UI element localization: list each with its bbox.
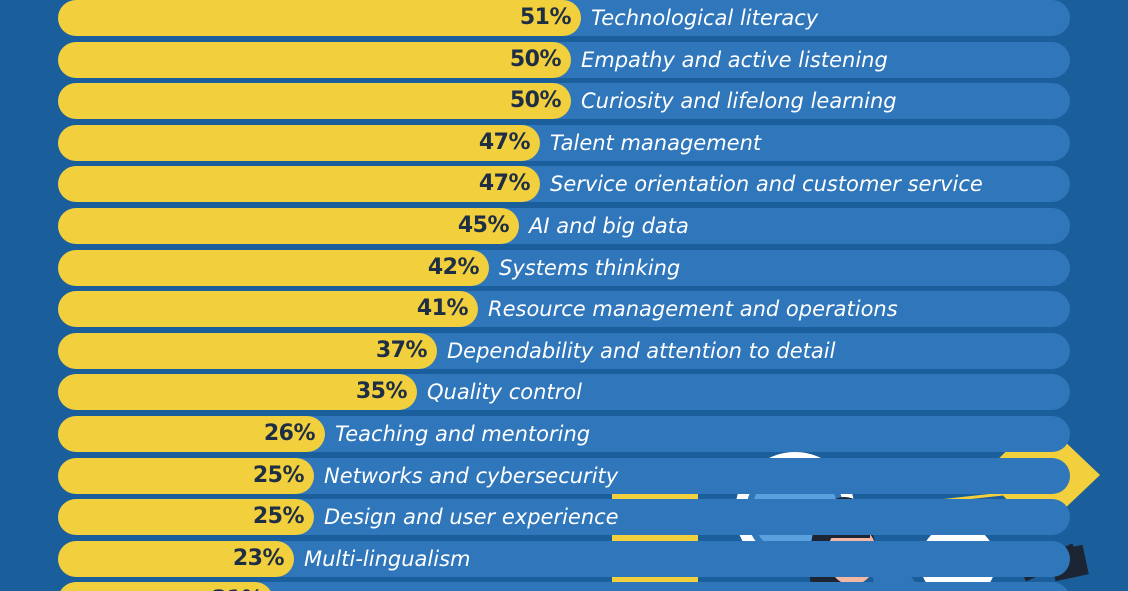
category-label: Talent management [550,131,762,155]
value-label: 45% [457,213,510,238]
category-label: Technological literacy [591,6,819,30]
value-label: 23% [232,546,285,571]
category-label: Teaching and mentoring [335,422,591,446]
bar [58,541,294,577]
bar [58,291,478,327]
category-label: Quality control [427,380,582,404]
value-label: 37% [375,338,428,363]
bar [58,125,540,161]
bar [58,499,314,535]
category-label: Systems thinking [499,256,681,280]
category-label: Design and user experience [324,505,619,529]
bar [58,582,273,591]
bar [58,458,314,494]
category-label: Empathy and active listening [581,48,888,72]
value-label: 51% [519,5,572,30]
value-label: 50% [509,88,562,113]
bar [58,83,571,119]
value-label: 35% [355,379,408,404]
bar [58,0,581,36]
bar [58,333,437,369]
category-label: AI and big data [529,214,689,238]
value-label: 21% [163,582,264,591]
value-label: 25% [252,463,305,488]
category-label: Service orientation and customer service [550,172,983,196]
category-label: Networks and cybersecurity [324,464,619,488]
bar [58,416,325,452]
category-label: Curiosity and lifelong learning [581,89,897,113]
bar [58,166,540,202]
value-label: 26% [263,421,316,446]
value-label: 47% [478,171,531,196]
bar [58,250,489,286]
value-label: 47% [478,130,531,155]
bar [58,374,417,410]
value-label: 25% [252,504,305,529]
value-label: 50% [509,47,562,72]
bar-track [58,582,1070,591]
category-label: Resource management and operations [488,297,898,321]
category-label: Multi-lingualism [304,547,471,571]
value-label: 42% [427,255,480,280]
value-label: 41% [416,296,469,321]
category-label: Dependability and attention to detail [447,339,836,363]
bar [58,42,571,78]
bar [58,208,519,244]
